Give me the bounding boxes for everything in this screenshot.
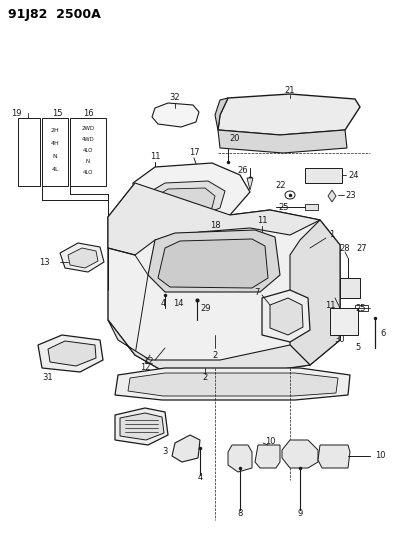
- Text: 7: 7: [254, 287, 259, 296]
- Text: 91J82  2500A: 91J82 2500A: [8, 8, 100, 21]
- Text: 12: 12: [142, 358, 153, 367]
- Text: 2H: 2H: [50, 127, 59, 133]
- Polygon shape: [108, 183, 319, 255]
- Text: 9: 9: [297, 508, 302, 518]
- Text: 32: 32: [169, 93, 180, 101]
- Polygon shape: [171, 435, 199, 462]
- Text: 13: 13: [39, 257, 50, 266]
- Text: 19: 19: [11, 109, 21, 117]
- Text: 15: 15: [52, 109, 62, 117]
- Polygon shape: [171, 215, 195, 228]
- Polygon shape: [68, 248, 98, 268]
- Text: 23: 23: [344, 190, 355, 199]
- Text: 24: 24: [347, 171, 358, 180]
- Polygon shape: [269, 298, 302, 335]
- Polygon shape: [261, 290, 309, 342]
- Bar: [18, 118, 40, 186]
- Text: N: N: [86, 158, 90, 164]
- Polygon shape: [108, 183, 339, 375]
- Text: 11: 11: [150, 151, 160, 160]
- Polygon shape: [228, 445, 252, 472]
- Polygon shape: [304, 168, 341, 183]
- Text: 2WD: 2WD: [81, 125, 95, 131]
- Text: 29: 29: [199, 303, 210, 312]
- Text: 16: 16: [83, 109, 93, 117]
- Text: 31: 31: [43, 374, 53, 383]
- Text: 2: 2: [212, 351, 217, 359]
- Text: 4: 4: [197, 473, 202, 482]
- Polygon shape: [339, 278, 359, 298]
- Polygon shape: [317, 445, 349, 468]
- Text: 10: 10: [374, 451, 385, 461]
- Text: 11: 11: [256, 215, 267, 224]
- Polygon shape: [304, 204, 317, 210]
- Text: 4WD: 4WD: [81, 136, 94, 141]
- Text: 1: 1: [329, 230, 334, 238]
- Polygon shape: [158, 239, 267, 288]
- Polygon shape: [48, 341, 96, 366]
- Text: 3: 3: [162, 448, 168, 456]
- Polygon shape: [329, 308, 357, 335]
- Polygon shape: [115, 408, 168, 445]
- Polygon shape: [327, 190, 335, 202]
- Polygon shape: [247, 178, 252, 190]
- Polygon shape: [152, 103, 199, 127]
- Text: 22: 22: [275, 181, 285, 190]
- Text: 26: 26: [237, 166, 248, 174]
- Text: 12: 12: [140, 364, 150, 373]
- Text: 20: 20: [229, 133, 240, 142]
- Text: 4LO: 4LO: [83, 148, 93, 152]
- Bar: [70, 118, 106, 186]
- Polygon shape: [214, 98, 228, 130]
- Text: 11: 11: [324, 301, 335, 310]
- Text: 5: 5: [354, 343, 360, 352]
- Text: 21: 21: [284, 85, 294, 94]
- Polygon shape: [38, 335, 103, 372]
- Polygon shape: [115, 368, 349, 400]
- Text: 14: 14: [172, 298, 183, 308]
- Text: 4L: 4L: [51, 166, 59, 172]
- Text: 2: 2: [202, 374, 207, 383]
- Text: 4H: 4H: [50, 141, 59, 146]
- Text: 30: 30: [334, 335, 344, 344]
- Text: 4: 4: [160, 298, 165, 308]
- Polygon shape: [60, 243, 104, 272]
- Text: N: N: [52, 154, 57, 158]
- Polygon shape: [153, 188, 214, 213]
- Text: 25: 25: [354, 303, 365, 312]
- Polygon shape: [147, 230, 279, 292]
- Text: 6: 6: [379, 328, 385, 337]
- Text: 28: 28: [339, 244, 349, 253]
- Text: 18: 18: [209, 221, 220, 230]
- Polygon shape: [289, 220, 339, 365]
- Polygon shape: [108, 320, 309, 375]
- Ellipse shape: [161, 109, 189, 121]
- Bar: [42, 118, 68, 186]
- Text: 25: 25: [277, 203, 288, 212]
- Polygon shape: [218, 94, 359, 135]
- Polygon shape: [147, 181, 224, 216]
- Polygon shape: [128, 373, 337, 396]
- Polygon shape: [120, 413, 164, 440]
- Polygon shape: [281, 440, 317, 468]
- Polygon shape: [133, 163, 249, 218]
- Text: 4LO: 4LO: [83, 169, 93, 174]
- Text: 10: 10: [264, 438, 275, 447]
- Polygon shape: [218, 130, 346, 153]
- Text: 8: 8: [237, 508, 242, 518]
- Text: 17: 17: [188, 148, 199, 157]
- Text: 27: 27: [356, 244, 366, 253]
- Polygon shape: [254, 445, 279, 468]
